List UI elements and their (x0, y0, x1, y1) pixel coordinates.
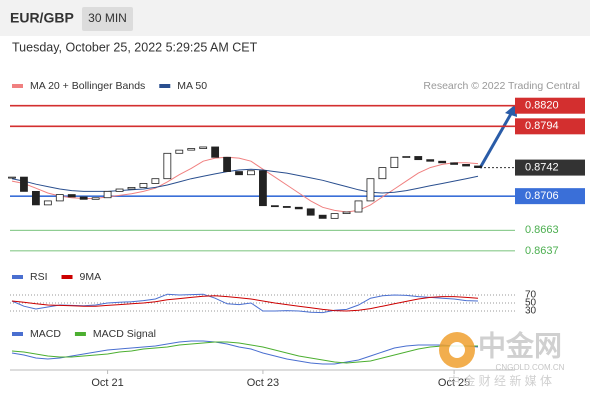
candle (462, 164, 470, 167)
candle (474, 165, 482, 168)
legend-swatch (74, 332, 86, 336)
legend-label: MA 20 + Bollinger Bands (30, 80, 145, 92)
legend-label: MACD (30, 328, 61, 340)
level-label: 0.8742 (525, 161, 559, 173)
legend-label: 9MA (80, 271, 102, 283)
level-label: 0.8637 (525, 245, 559, 257)
candle (426, 159, 435, 162)
level-label-box (515, 118, 585, 135)
candle (259, 170, 267, 207)
candle (390, 156, 399, 168)
candle (151, 178, 160, 184)
watermark-tagline: 中 金 财 经 新 媒 体 (448, 373, 552, 388)
candle (163, 152, 172, 180)
candle (91, 197, 100, 200)
candle (294, 206, 303, 210)
candle (402, 156, 411, 158)
symbol: EUR/GBP (10, 10, 74, 26)
macd-line (11, 340, 479, 365)
level-label-box (515, 188, 585, 205)
interval-box[interactable] (82, 7, 133, 31)
projection-arrow (478, 111, 514, 169)
candle (55, 194, 64, 202)
candle (67, 194, 76, 198)
moving-average (11, 168, 479, 194)
candle (103, 190, 112, 199)
candle (79, 196, 88, 200)
interval[interactable]: 30 MIN (88, 11, 127, 25)
candle (115, 188, 124, 192)
candle (211, 146, 220, 158)
x-tick-label: Oct 21 (91, 377, 123, 389)
candle (354, 200, 363, 213)
candle (414, 156, 423, 161)
candle (187, 148, 196, 151)
candle (8, 176, 16, 179)
x-tick-label: Oct 25 (438, 377, 470, 389)
level-label: 0.8706 (525, 190, 559, 202)
level-label: 0.8663 (525, 224, 559, 236)
rsi-line (11, 295, 479, 312)
moving-average (11, 156, 479, 213)
candle (20, 176, 28, 192)
arrow-head (505, 104, 517, 117)
legend-swatch (61, 275, 73, 279)
y-tick-label: 70 (525, 290, 537, 301)
watermark: 中金网 CNGOLD.COM.CN 中 金 财 经 新 媒 体 (439, 329, 565, 388)
candle (270, 205, 279, 208)
candle (366, 178, 375, 202)
candle (247, 170, 255, 176)
y-tick-label: 30 (525, 306, 537, 317)
candle (318, 214, 327, 219)
legend-swatch (12, 332, 23, 336)
logo-inner (449, 342, 465, 358)
datetime: Tuesday, October 25, 2022 5:29:25 AM CET (12, 40, 258, 54)
candle (438, 160, 447, 164)
legend-swatch (159, 84, 171, 88)
candle (330, 213, 339, 219)
candle (139, 183, 148, 188)
candle (378, 167, 387, 180)
candle (282, 206, 291, 208)
candle (43, 200, 52, 206)
level-label: 0.8820 (525, 100, 559, 112)
rsi-line (11, 293, 479, 314)
candle (342, 211, 351, 215)
level-label-box (515, 97, 585, 114)
candle (223, 156, 231, 172)
legend-swatch (12, 275, 23, 279)
candle (31, 190, 40, 206)
level-label-box (515, 159, 585, 176)
macd-line (11, 341, 478, 364)
legend-label: RSI (30, 271, 48, 283)
legend-label: MACD Signal (93, 328, 156, 340)
candle (199, 146, 208, 149)
candle (127, 187, 136, 190)
legend-swatch (12, 84, 23, 88)
candle (175, 149, 184, 154)
y-tick-label: 50 (525, 298, 537, 309)
candle (450, 162, 459, 165)
watermark-url: CNGOLD.COM.CN (496, 363, 565, 372)
copyright: Research © 2022 Trading Central (423, 80, 580, 92)
watermark-name: 中金网 (478, 329, 562, 361)
level-label: 0.8794 (525, 120, 559, 132)
candle (235, 171, 243, 176)
x-tick-label: Oct 23 (247, 377, 279, 389)
candle (306, 208, 315, 216)
legend-label: MA 50 (177, 80, 207, 92)
